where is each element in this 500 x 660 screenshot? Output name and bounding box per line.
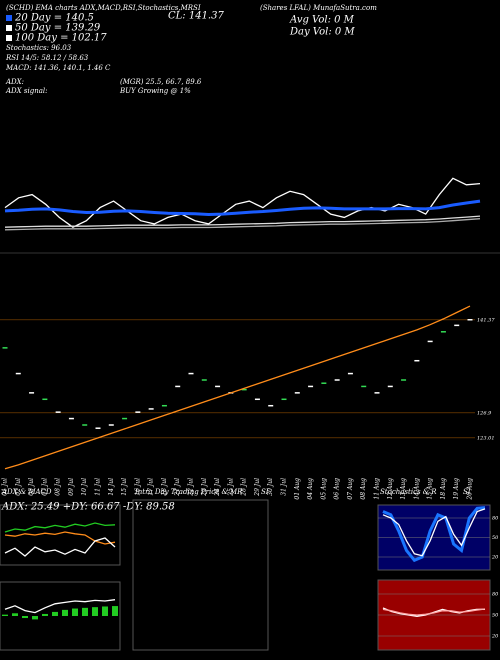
x-tick-label: 04 Aug	[307, 478, 314, 500]
legend-swatch	[6, 35, 12, 41]
bar	[2, 614, 8, 616]
series-line	[4, 537, 116, 557]
x-tick-label: 12 Aug	[387, 478, 394, 500]
series-line	[4, 177, 481, 228]
bar	[102, 606, 108, 616]
rsi-info: RSI 14/5: 58.12 / 58.63	[5, 54, 89, 62]
x-tick-label: 24 Jul	[214, 478, 221, 497]
series-line	[4, 305, 471, 470]
adx-signal: BUY Growing @ 1%	[119, 87, 191, 95]
x-tick-label: 22 Jul	[188, 478, 195, 497]
y-tick-label: 50	[492, 613, 499, 619]
x-tick-label: 08 Aug	[360, 478, 367, 500]
x-tick-label: 10 Jul	[81, 478, 88, 496]
legend-swatch	[6, 25, 12, 31]
x-tick-label: 15 Jul	[121, 478, 128, 496]
x-tick-label: 11 Jul	[95, 478, 102, 496]
bar	[12, 613, 18, 616]
legend-entry: 100 Day = 102.17	[15, 33, 107, 44]
x-tick-label: 15 Aug	[427, 478, 434, 500]
panel-border	[0, 504, 121, 566]
adx-label: ADX:	[5, 78, 24, 86]
x-tick-label: 17 Jul	[148, 478, 155, 496]
y-tick-label: 80	[492, 516, 499, 522]
y-tick-label: 123.01	[477, 435, 495, 441]
x-tick-label: 02 Jul	[15, 478, 22, 496]
series-line	[4, 531, 116, 545]
x-tick-label: 21 Jul	[174, 478, 181, 497]
header-site: (Shares LFAL) MunafaSutra.com	[260, 4, 377, 12]
y-tick-label: 50	[492, 535, 499, 541]
series-line	[4, 522, 116, 533]
panel-subtitle: ADX: 25.49 +DY: 66.67 -DY: 89.58	[1, 502, 175, 513]
bar	[32, 616, 38, 620]
y-tick-label: 20	[491, 634, 499, 640]
series-line	[382, 508, 486, 557]
panel-title: Intra Day Trading Price & MR	[134, 488, 243, 496]
x-tick-label: 01 Aug	[294, 478, 301, 500]
x-tick-label: 01 Jul	[2, 478, 9, 496]
y-tick-label: 126.9	[477, 410, 492, 416]
bar	[52, 611, 58, 616]
series-line	[382, 607, 486, 618]
avg-vol: Avg Vol: 0 M	[289, 15, 355, 26]
x-tick-label: 03 Jul	[28, 478, 35, 496]
adx-values: (MGR) 25.5, 66.7, 89.6	[120, 78, 202, 86]
x-tick-label: 30 Jul	[267, 478, 274, 496]
series-line	[4, 599, 116, 614]
bar	[92, 607, 98, 616]
series-line	[4, 215, 481, 228]
x-tick-label: 14 Aug	[413, 478, 420, 500]
x-tick-label: 28 Jul	[241, 478, 248, 497]
bar	[62, 609, 68, 616]
x-tick-label: 13 Aug	[400, 478, 407, 500]
panel-title: ADX & MACD	[1, 488, 52, 496]
panel-subtitle: SI	[463, 488, 471, 496]
legend-entry: 50 Day = 139.29	[15, 23, 101, 34]
x-tick-label: 14 Jul	[108, 478, 115, 496]
x-tick-label: 23 Jul	[201, 478, 208, 497]
bar	[42, 613, 48, 616]
x-tick-label: 18 Jul	[161, 478, 168, 496]
panel-border	[132, 499, 269, 651]
panel-subtitle: SI	[261, 488, 269, 496]
series-line	[382, 506, 486, 563]
x-tick-label: 25 Jul	[227, 478, 234, 497]
y-tick-label: 20	[491, 555, 499, 561]
y-tick-label: 141.37	[477, 317, 495, 323]
stoch-info: Stochastics: 96.03	[6, 44, 72, 52]
series-line	[4, 218, 481, 231]
x-tick-label: 16 Jul	[134, 478, 141, 496]
adx-signal-label: ADX signal:	[5, 87, 47, 95]
series-line	[382, 608, 486, 616]
y-tick-label: 80	[492, 592, 499, 598]
series-line	[4, 199, 481, 217]
x-tick-label: 06 Aug	[334, 478, 341, 500]
x-tick-label: 18 Aug	[440, 478, 447, 500]
bar	[22, 616, 28, 619]
legend-swatch	[6, 15, 12, 21]
x-tick-label: 05 Aug	[320, 478, 327, 500]
x-tick-label: 19 Aug	[453, 478, 460, 500]
bar	[82, 607, 88, 616]
day-vol: Day Vol: 0 M	[289, 27, 355, 38]
bar	[112, 606, 118, 616]
x-tick-label: 11 Aug	[374, 478, 381, 500]
x-tick-label: 07 Aug	[347, 478, 354, 500]
x-tick-label: 08 Jul	[55, 478, 62, 496]
panel-title: Stochastics & R	[380, 488, 437, 496]
header-symbol: (SCHD) EMA charts ADX,MACD,RSI,Stochasti…	[6, 4, 201, 12]
close: CL: 141.37	[168, 11, 224, 22]
x-tick-label: 20 Aug	[467, 478, 474, 501]
macd-info: MACD: 141.36, 140.1, 1.46 C	[5, 64, 111, 72]
x-tick-label: 07 Jul	[41, 478, 48, 496]
x-tick-label: 09 Jul	[68, 478, 75, 496]
x-tick-label: 29 Jul	[254, 478, 261, 497]
legend-entry: 20 Day = 140.5	[14, 13, 94, 24]
x-tick-label: 31 Jul	[281, 478, 288, 496]
bar	[72, 608, 78, 616]
panel-border	[0, 581, 121, 651]
